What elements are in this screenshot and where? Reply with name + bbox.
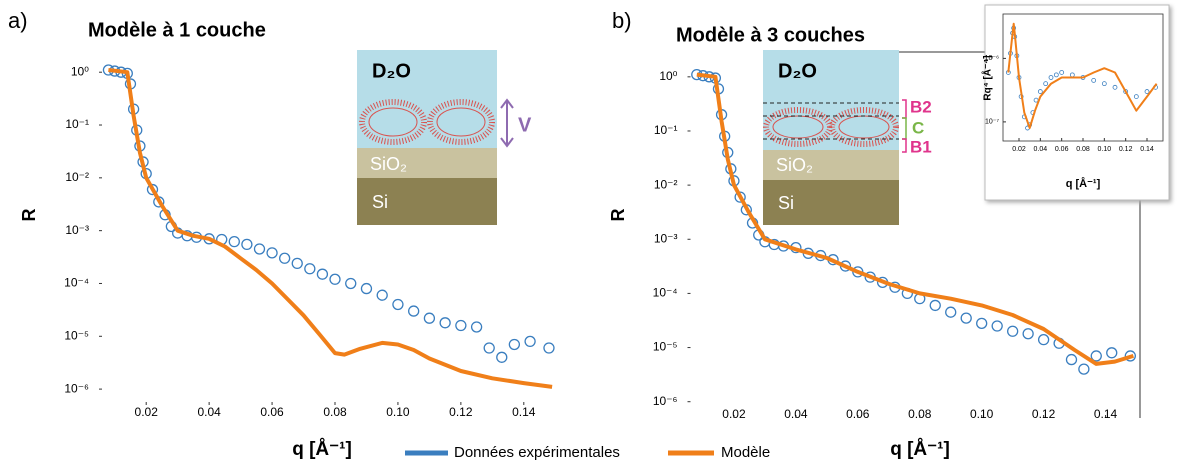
y-tick-label: 10⁻² xyxy=(65,170,89,184)
diagram-label: D₂O xyxy=(372,60,411,82)
y-tick-label: 10⁻² xyxy=(654,177,678,191)
diagram-label: B1 xyxy=(910,137,932,156)
legend-label: Données expérimentales xyxy=(454,444,620,461)
diagram-label: D₂O xyxy=(778,60,817,82)
data-point xyxy=(525,336,535,346)
x-tick-label: 0.14 xyxy=(512,405,536,419)
x-tick-label: 0.14 xyxy=(1094,407,1118,421)
x-tick-label: 0.10 xyxy=(970,407,994,421)
panel-label: a) xyxy=(8,8,28,33)
data-point xyxy=(346,278,356,288)
x-axis-label: q [Å⁻¹] xyxy=(292,439,352,460)
data-point xyxy=(1079,364,1089,374)
data-point xyxy=(456,321,466,331)
data-point xyxy=(393,299,403,309)
diagram-label: SiO₂ xyxy=(776,155,813,175)
y-tick-label: 10⁻⁵ xyxy=(64,328,89,342)
y-tick-label: 10⁻¹ xyxy=(654,123,678,137)
data-point xyxy=(509,339,519,349)
diagram-label: Si xyxy=(372,192,388,212)
data-point xyxy=(424,313,434,323)
chart-title: Modèle à 1 couche xyxy=(88,19,266,41)
y-axis-label: R xyxy=(608,209,628,222)
data-point xyxy=(229,237,239,247)
x-tick-label: 0.02 xyxy=(1012,146,1026,153)
x-tick-label: 0.06 xyxy=(1055,146,1069,153)
x-tick-label: 0.04 xyxy=(197,405,221,419)
y-tick-label: 10⁻⁴ xyxy=(64,276,89,290)
x-tick-label: 0.02 xyxy=(722,407,746,421)
x-tick-label: 0.04 xyxy=(784,407,808,421)
data-point xyxy=(242,239,252,249)
data-point xyxy=(1023,329,1033,339)
data-point xyxy=(1066,355,1076,365)
data-point xyxy=(305,264,315,274)
figure: a) Modèle à 1 couche b) Modèle à 3 couch… xyxy=(0,0,1201,466)
data-point xyxy=(977,318,987,328)
x-tick-label: 0.10 xyxy=(1098,146,1112,153)
diagram-label: SiO₂ xyxy=(370,154,407,174)
data-point xyxy=(440,318,450,328)
data-point xyxy=(361,284,371,294)
data-point xyxy=(930,300,940,310)
data-point xyxy=(317,269,327,279)
data-point xyxy=(1039,335,1049,345)
y-tick-label: 10⁻⁶ xyxy=(64,381,89,395)
data-point xyxy=(1008,326,1018,336)
x-tick-label: 0.12 xyxy=(1032,407,1056,421)
x-tick-label: 0.08 xyxy=(323,405,347,419)
data-point xyxy=(946,307,956,317)
data-point xyxy=(544,343,554,353)
y-tick-label: 10⁻⁵ xyxy=(653,340,678,354)
data-point xyxy=(377,290,387,300)
y-tick-label: 10⁻³ xyxy=(65,223,89,237)
panel-label: b) xyxy=(612,8,632,33)
y-tick-label: 10⁻³ xyxy=(654,231,678,245)
x-tick-label: 0.12 xyxy=(449,405,473,419)
x-tick-label: 0.12 xyxy=(1119,146,1133,153)
data-point xyxy=(484,343,494,353)
chart-title: Modèle à 3 couches xyxy=(676,24,865,46)
data-point xyxy=(961,313,971,323)
y-tick-label: 10⁻⁴ xyxy=(653,286,678,300)
x-tick-label: 0.06 xyxy=(846,407,870,421)
data-point xyxy=(280,253,290,263)
data-point xyxy=(1107,348,1117,358)
x-tick-label: 0.08 xyxy=(908,407,932,421)
data-point xyxy=(409,306,419,316)
y-tick-label: 10⁻⁶ xyxy=(985,55,999,62)
legend-label: Modèle xyxy=(721,444,770,461)
x-tick-label: 0.02 xyxy=(135,405,159,419)
x-axis-label: q [Å⁻¹] xyxy=(890,439,950,460)
data-point xyxy=(992,321,1002,331)
x-tick-label: 0.14 xyxy=(1140,146,1154,153)
diagram-label: B2 xyxy=(910,97,932,116)
data-point xyxy=(497,352,507,362)
y-tick-label: 10⁻⁷ xyxy=(985,119,999,126)
data-point xyxy=(330,274,340,284)
data-point xyxy=(267,248,277,258)
y-tick-label: 10⁻¹ xyxy=(65,117,89,131)
x-tick-label: 0.10 xyxy=(386,405,410,419)
y-tick-label: 10⁰ xyxy=(659,69,677,83)
y-tick-label: 10⁻⁶ xyxy=(653,394,678,408)
x-axis-label: q [Å⁻¹] xyxy=(1066,177,1101,190)
y-axis-label: R xyxy=(19,209,39,222)
x-tick-label: 0.06 xyxy=(260,405,284,419)
data-point xyxy=(254,244,264,254)
x-tick-label: 0.04 xyxy=(1034,146,1048,153)
diagram-label: V xyxy=(518,114,532,136)
data-point xyxy=(292,258,302,268)
y-tick-label: 10⁰ xyxy=(71,64,89,78)
diagram-label: Si xyxy=(778,193,794,213)
diagram-label: C xyxy=(912,118,924,137)
data-point xyxy=(472,322,482,332)
x-tick-label: 0.08 xyxy=(1076,146,1090,153)
